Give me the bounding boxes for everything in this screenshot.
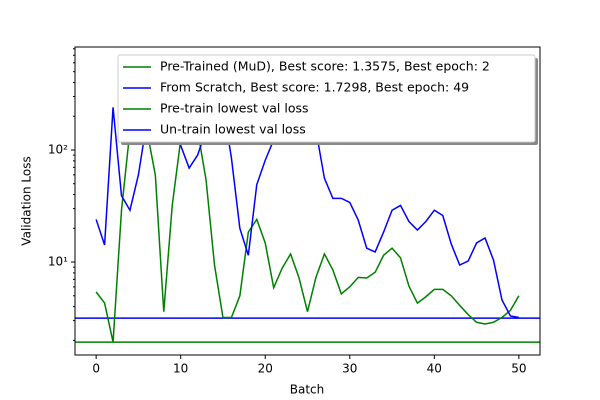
legend-label: Pre-train lowest val loss xyxy=(160,101,309,116)
x-tick-label: 20 xyxy=(258,362,273,376)
legend: Pre-Trained (MuD), Best score: 1.3575, B… xyxy=(117,54,538,145)
y-axis-label: Validation Loss xyxy=(20,156,34,245)
legend-box xyxy=(117,54,536,143)
x-axis-label: Batch xyxy=(290,383,325,397)
legend-label: From Scratch, Best score: 1.7298, Best e… xyxy=(160,80,469,95)
y-tick-label: 10² xyxy=(48,142,68,156)
x-tick-label: 40 xyxy=(427,362,442,376)
legend-label: Un-train lowest val loss xyxy=(160,122,306,137)
y-tick-label: 10¹ xyxy=(48,255,68,269)
series-line xyxy=(95,96,520,343)
x-tick-label: 50 xyxy=(511,362,526,376)
plot-frame xyxy=(74,46,541,356)
x-tick-label: 10 xyxy=(173,362,188,376)
legend-label: Pre-Trained (MuD), Best score: 1.3575, B… xyxy=(160,59,490,74)
x-tick-label: 0 xyxy=(92,362,100,376)
x-tick-label: 30 xyxy=(342,362,357,376)
